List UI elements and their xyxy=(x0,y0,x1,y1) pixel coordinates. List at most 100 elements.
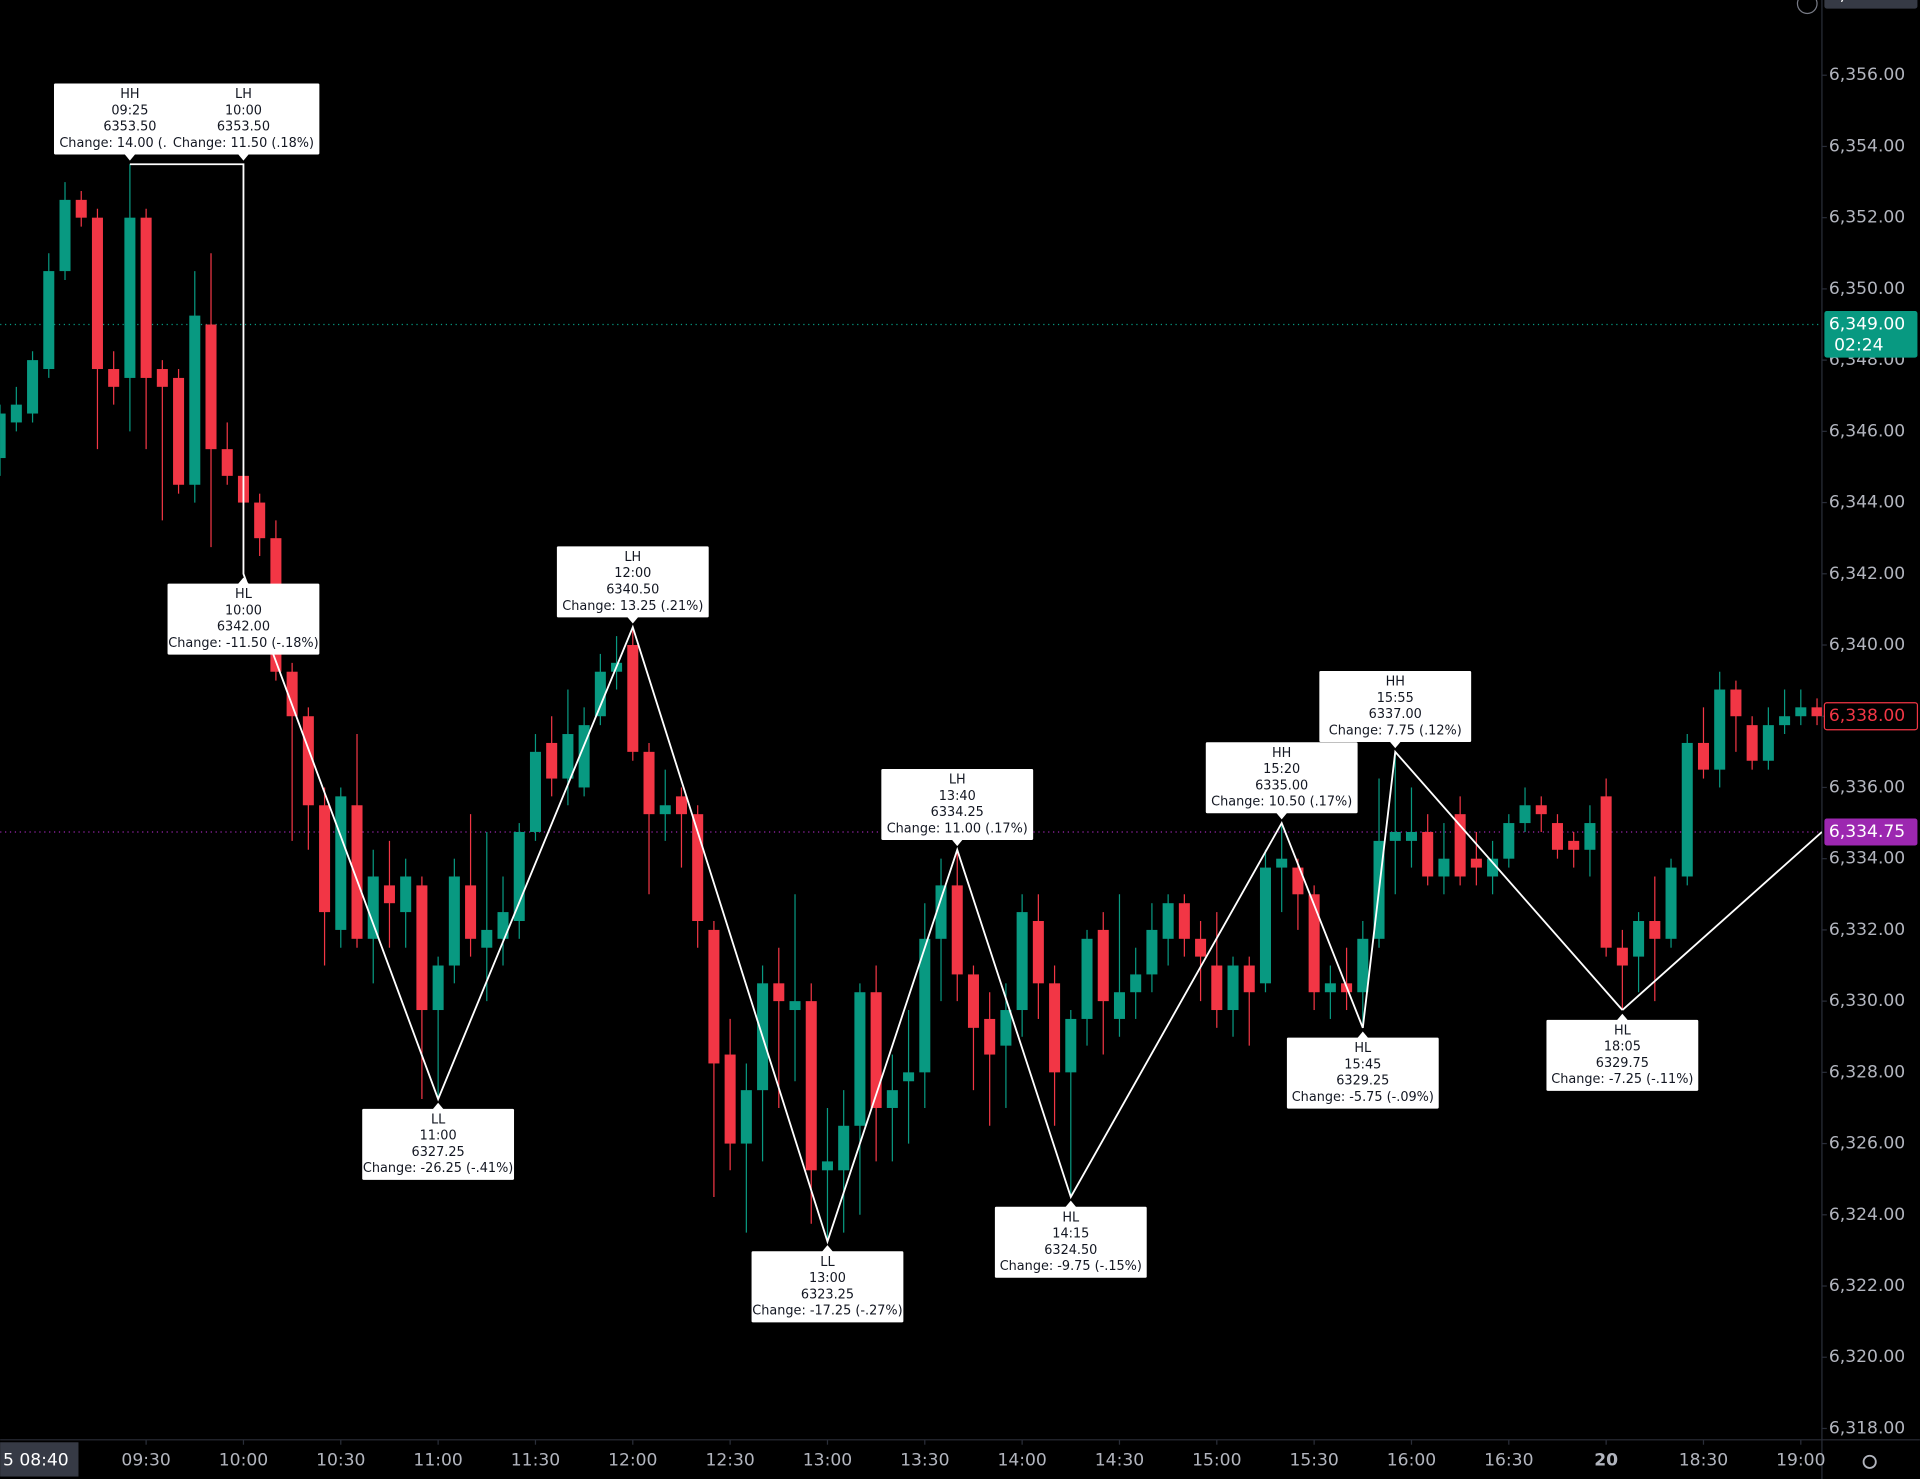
candle-body xyxy=(1259,867,1271,984)
candle-body xyxy=(286,671,298,717)
pivot-change: Change: 7.75 (.12%) xyxy=(1329,723,1462,738)
pivot-box xyxy=(1319,671,1472,743)
candle-body xyxy=(692,814,704,922)
y-tick-label: 6,318.00 xyxy=(1829,1418,1905,1438)
candle-body xyxy=(1422,831,1434,877)
pivot-change: Change: 11.00 (.17%) xyxy=(887,821,1028,836)
candle-body xyxy=(935,885,947,939)
candle-body xyxy=(189,315,201,485)
candle-body xyxy=(1000,1010,1012,1046)
candle-body xyxy=(367,876,379,939)
candle-body xyxy=(91,217,103,370)
pivot-type: HL xyxy=(1354,1041,1372,1056)
pivot-change: Change: 11.50 (.18%) xyxy=(173,136,314,151)
candle-body xyxy=(643,751,655,815)
price-tag-label: 6,349.00 xyxy=(1829,315,1905,335)
candle-body xyxy=(1487,858,1499,877)
pivot-box xyxy=(167,583,320,655)
candle-body xyxy=(578,725,590,788)
add-icon[interactable] xyxy=(1796,0,1818,15)
y-tick-label: 6,332.00 xyxy=(1829,920,1905,940)
candle-body xyxy=(75,199,87,218)
x-tick-label: 16:00 xyxy=(1387,1451,1436,1471)
candle-body xyxy=(221,449,233,476)
candle-body xyxy=(1795,707,1807,717)
pivot-type: HL xyxy=(1614,1023,1632,1038)
candle-body xyxy=(43,271,55,370)
pivot-price-label: 6329.25 xyxy=(1336,1074,1389,1089)
pivot-box xyxy=(751,1251,904,1323)
pivot-time: 11:00 xyxy=(420,1129,457,1144)
candle-body xyxy=(529,751,541,832)
pivot-type: LH xyxy=(949,772,966,787)
pivot-box xyxy=(362,1108,515,1180)
candle-body xyxy=(773,983,785,1002)
candle-body xyxy=(1113,992,1125,1019)
pivot-type: HL xyxy=(1062,1210,1080,1225)
pivot-change: Change: 10.50 (.17%) xyxy=(1211,795,1352,810)
candle-body xyxy=(1324,983,1336,993)
candle-body xyxy=(919,938,931,1073)
pivot-type: LL xyxy=(431,1112,446,1127)
y-tick-label: 6,326.00 xyxy=(1829,1134,1905,1154)
candle-body xyxy=(562,734,574,779)
price-tag-box xyxy=(1824,311,1918,358)
pivot-change: Change: -7.25 (-.11%) xyxy=(1551,1072,1693,1087)
pivot-pointer xyxy=(1064,1200,1077,1209)
y-tick-label: 6,336.00 xyxy=(1829,777,1905,797)
x-tick-label: 19:00 xyxy=(1776,1451,1825,1471)
pivot-box xyxy=(994,1206,1147,1278)
pivot-time: 09:25 xyxy=(111,103,148,118)
pivot-change: Change: -5.75 (-.09%) xyxy=(1292,1090,1434,1105)
pivot-price-label: 6340.50 xyxy=(606,582,659,597)
y-tick-label: 6,352.00 xyxy=(1829,208,1905,228)
candle-body xyxy=(1811,707,1822,717)
y-tick-label: 6,334.00 xyxy=(1829,849,1905,869)
candle-body xyxy=(1779,716,1791,726)
candle-body xyxy=(0,413,6,459)
candle-body xyxy=(1551,823,1563,850)
y-tick-label: 6,320.00 xyxy=(1829,1347,1905,1367)
candle-body xyxy=(254,502,266,539)
settings-icon[interactable] xyxy=(1862,1454,1877,1469)
y-tick-label: 6,324.00 xyxy=(1829,1205,1905,1225)
pivot-pointer xyxy=(1616,1013,1629,1022)
candle-body xyxy=(708,929,720,1064)
pivot-price-label: 6337.00 xyxy=(1369,707,1422,722)
y-tick-label: 6,350.00 xyxy=(1829,279,1905,299)
pivot-pointer xyxy=(237,577,250,585)
candle-body xyxy=(967,974,979,1028)
pivot-pointer xyxy=(237,153,250,161)
pivot-price-label: 6353.50 xyxy=(103,120,156,135)
candle-body xyxy=(675,796,687,815)
candle-body xyxy=(448,876,460,966)
x-tick-label: 10:00 xyxy=(219,1451,268,1471)
pivot-type: HH xyxy=(1272,746,1291,761)
price-tag: 6,338.00 xyxy=(1823,702,1919,731)
pivot-time: 10:00 xyxy=(225,103,262,118)
x-tick-label: 12:30 xyxy=(705,1451,754,1471)
candle-body xyxy=(805,1001,817,1171)
candle-body xyxy=(205,324,217,450)
pivot-change: Change: -11.50 (-.18%) xyxy=(168,636,318,651)
candle-body xyxy=(1195,938,1207,957)
pivot-pointer xyxy=(1389,740,1402,749)
pivot-price-label: 6342.00 xyxy=(217,620,270,635)
crosshair-time-label: 5 08:40 xyxy=(3,1451,69,1471)
y-tick-label: 6,342.00 xyxy=(1829,564,1905,584)
candle-body xyxy=(1308,894,1320,993)
candle-body xyxy=(594,671,606,717)
pivot-price-label: 6335.00 xyxy=(1255,778,1308,793)
pivot-change: Change: -26.25 (-.41%) xyxy=(363,1161,513,1176)
pivot-type: HH xyxy=(120,87,139,102)
candle-body xyxy=(724,1054,736,1144)
pivot-change: Change: 14.00 (.22%) xyxy=(59,136,200,151)
x-tick-label: 12:00 xyxy=(608,1451,657,1471)
pivot-pointer xyxy=(123,153,137,161)
